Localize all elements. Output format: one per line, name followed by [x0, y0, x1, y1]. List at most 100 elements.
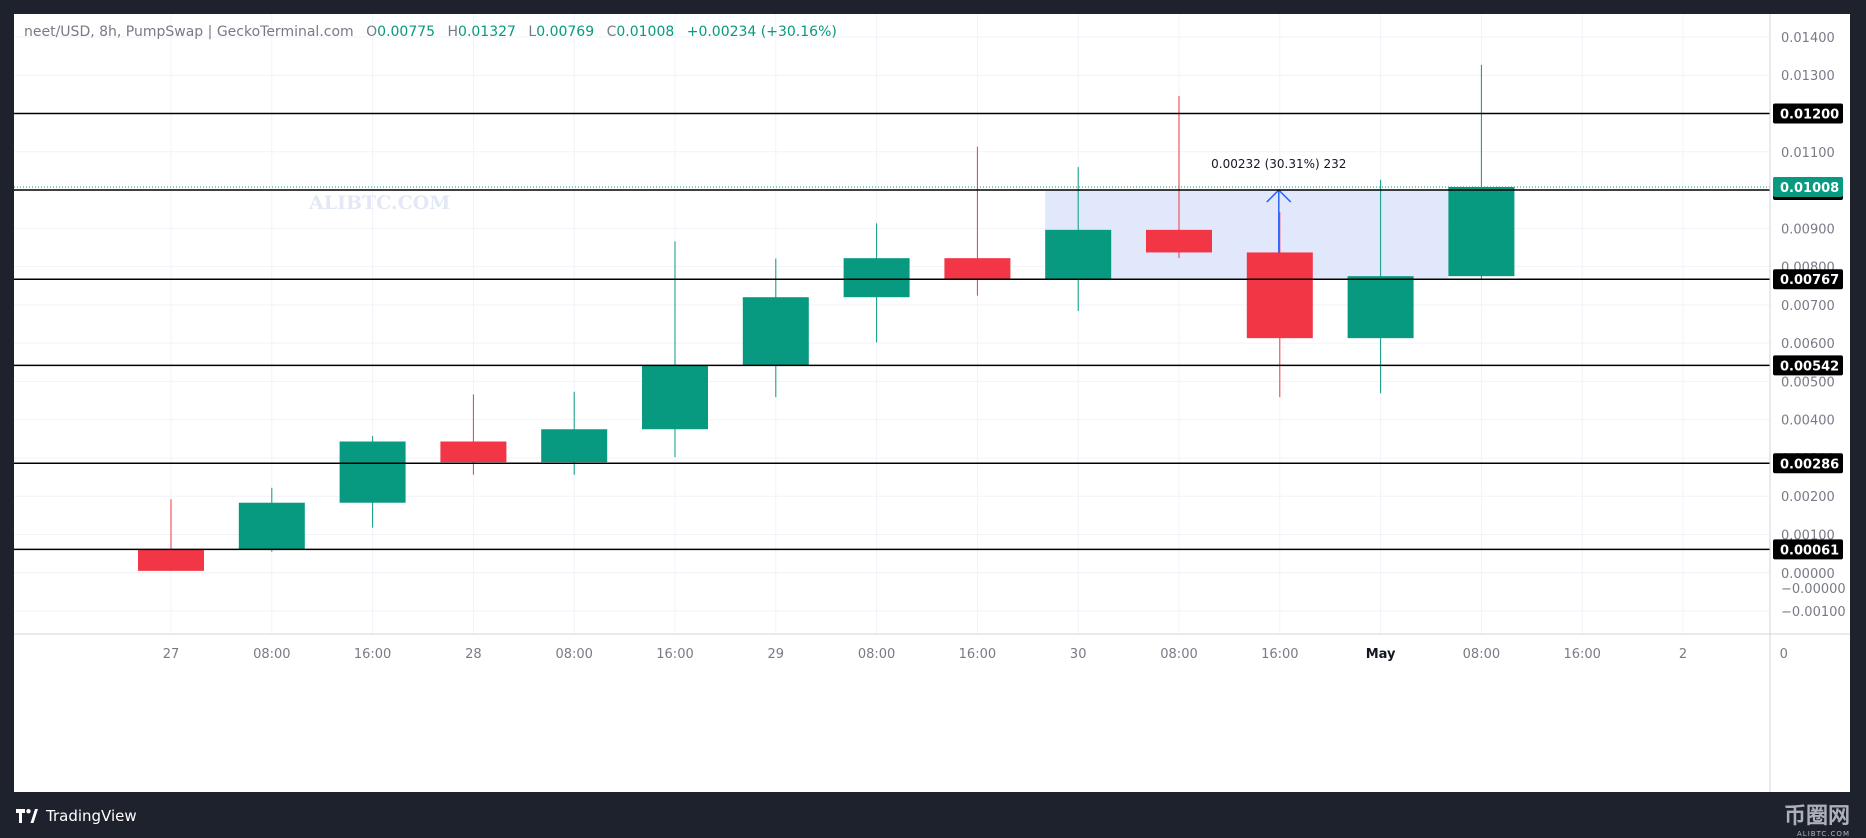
time-tick-label: 28	[465, 647, 482, 662]
level-badge-label: 0.00061	[1780, 543, 1839, 558]
level-badge-box	[1773, 539, 1843, 560]
price-tick-label: 0.01400	[1781, 31, 1835, 46]
last-price-badge-box	[1773, 176, 1843, 197]
time-tick-label: 16:00	[656, 647, 693, 662]
price-tick-label: −0.00100	[1781, 605, 1846, 620]
candle	[1045, 167, 1112, 311]
time-axis: 27 08:00 16:00 28 08:00 16:00 29 08:00 16:00 30 08…	[163, 647, 1788, 662]
price-axis: 0.014000.013000.012000.011000.010000.009…	[1773, 31, 1846, 620]
corner-watermark: 币圈网 ALIBTC.COM	[1784, 798, 1850, 838]
level-badge-label: 0.01200	[1780, 108, 1839, 123]
candle-body	[843, 258, 910, 298]
candle-body	[1347, 276, 1414, 339]
candle-body	[1146, 229, 1212, 253]
candle	[642, 241, 708, 458]
price-tick-label: 0.00000	[1781, 567, 1835, 582]
tradingview-logo[interactable]: TradingView	[16, 807, 137, 825]
candles	[138, 64, 1515, 571]
level-badge-box	[1773, 355, 1843, 376]
candle-body	[742, 297, 809, 366]
time-tick-label: 08:00	[555, 647, 592, 662]
close-value: 0.01008	[616, 24, 675, 40]
level-badge: 0.00286	[1773, 453, 1843, 474]
candle	[541, 391, 608, 475]
candle	[843, 223, 910, 343]
high-label: H	[447, 24, 459, 40]
level-badge-label: 0.00542	[1780, 359, 1839, 374]
level-badge-box	[1773, 453, 1843, 474]
candle-body	[1246, 252, 1313, 339]
candle-body	[440, 441, 507, 463]
last-price-badge: 0.01008	[1773, 176, 1843, 197]
time-tick-label: 16:00	[354, 647, 391, 662]
time-tick-label: May	[1366, 647, 1396, 662]
candle	[944, 146, 1011, 296]
candle	[1146, 95, 1212, 259]
high-value: 0.01327	[458, 24, 516, 40]
level-badge-label: 0.00286	[1780, 457, 1839, 472]
chart-area[interactable]: ALIBTC.COM 0.00232 (30.31%) 232 0.01400 0.0…	[14, 14, 1850, 792]
candle	[339, 436, 406, 528]
time-tick-label: 0	[1780, 647, 1788, 662]
bottom-bar	[0, 792, 1866, 836]
change-value: +0.00234 (+30.16%)	[686, 24, 837, 40]
symbol-legend: neet/USD, 8h, PumpSwap | GeckoTerminal.c…	[24, 24, 837, 40]
price-tick-label: 0.00700	[1781, 299, 1835, 314]
time-tick-label: 16:00	[959, 647, 996, 662]
close-label: C	[606, 24, 617, 40]
measure-box	[1045, 190, 1449, 280]
price-tick-label: 0.01300	[1781, 69, 1835, 84]
candle	[742, 258, 809, 398]
level-badge: 0.00061	[1773, 539, 1843, 560]
time-tick-label: 30	[1070, 647, 1087, 662]
corner-mark-sub: ALIBTC.COM	[1797, 830, 1850, 838]
candlestick-chart[interactable]: ALIBTC.COM 0.00232 (30.31%) 232 0.01400 0.0…	[14, 14, 1850, 792]
time-tick-label: 29	[768, 647, 785, 662]
price-tick-label: 0.00500	[1781, 375, 1835, 390]
candle-body	[138, 549, 204, 571]
time-tick-label: 27	[163, 647, 180, 662]
level-lines	[14, 112, 1770, 551]
time-tick-label: 08:00	[1160, 647, 1197, 662]
candle	[138, 499, 204, 571]
level-badge-box	[1773, 103, 1843, 124]
last-price-badge-label: 0.01008	[1780, 181, 1839, 196]
candle	[1246, 212, 1313, 398]
level-badge: 0.01200	[1773, 103, 1843, 124]
candle	[1448, 64, 1515, 279]
watermark-text: ALIBTC.COM	[308, 192, 450, 214]
price-tick-label: 0.00400	[1781, 414, 1835, 429]
time-tick-label: 08:00	[1463, 647, 1500, 662]
level-badge: 0.00542	[1773, 355, 1843, 376]
price-tick-label: 0.01100	[1781, 146, 1835, 161]
open-label: O	[366, 24, 378, 40]
candle-body	[238, 502, 305, 550]
time-tick-label: 08:00	[858, 647, 895, 662]
low-label: L	[528, 24, 537, 40]
corner-mark-text: 币圈网	[1783, 804, 1850, 829]
tradingview-icon	[16, 809, 38, 823]
level-badge: 0.00767	[1773, 269, 1843, 290]
time-tick-label: 16:00	[1261, 647, 1298, 662]
candle-body	[541, 429, 608, 463]
candle-body	[1448, 186, 1515, 277]
level-badge-label: 0.00767	[1780, 273, 1839, 288]
candle-body	[339, 441, 406, 503]
candle	[238, 487, 305, 552]
time-tick-label: 08:00	[253, 647, 290, 662]
tradingview-label: TradingView	[46, 807, 137, 825]
low-value: 0.00769	[536, 24, 595, 40]
candle-body	[1045, 229, 1112, 280]
measure-label: 0.00232 (30.31%) 232	[1211, 157, 1346, 171]
time-tick-label: 16:00	[1563, 647, 1600, 662]
candle	[1347, 179, 1414, 394]
symbol-info: neet/USD, 8h, PumpSwap | GeckoTerminal.c…	[24, 24, 354, 40]
price-tick-label: 0.00900	[1781, 222, 1835, 237]
price-tick-label: 0.00200	[1781, 490, 1835, 505]
price-tick-label: 0.00600	[1781, 337, 1835, 352]
candle-body	[642, 365, 708, 430]
time-tick-label: 2	[1679, 647, 1687, 662]
level-badge-box	[1773, 269, 1843, 290]
price-tick-label: −0.00000	[1781, 582, 1846, 597]
